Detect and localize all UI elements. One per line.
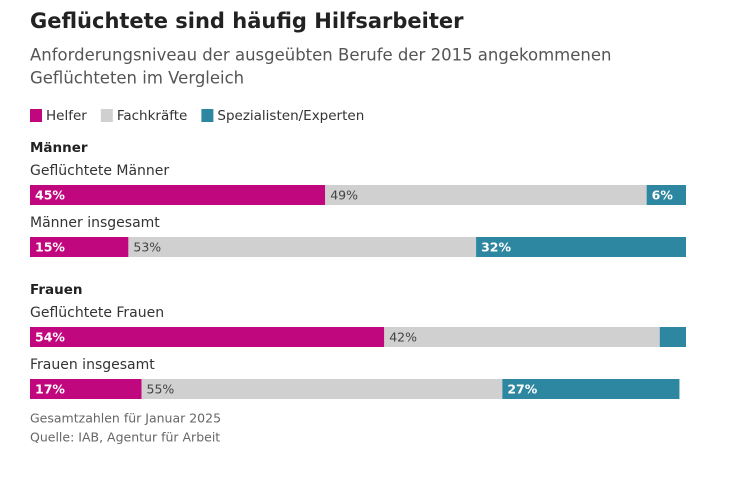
note: Gesamtzahlen für Januar 2025 [30, 411, 221, 426]
bar-segment [30, 327, 385, 347]
bar-segment [659, 327, 686, 347]
legend-label: Fachkräfte [117, 108, 188, 124]
note: Quelle: IAB, Agentur für Arbeit [30, 430, 220, 445]
chart-title: Geflüchtete sind häufig Hilfsarbeiter [30, 9, 464, 33]
data-label: 53% [133, 240, 161, 255]
data-label: 54% [35, 330, 65, 345]
bar-segment [502, 379, 680, 399]
data-label: 45% [35, 188, 65, 203]
group-label: Männer [30, 140, 88, 156]
category-label: Geflüchtete Männer [30, 163, 169, 179]
bar-segment [384, 327, 660, 347]
data-label: 32% [481, 240, 511, 255]
legend-label: Helfer [46, 108, 87, 124]
category-label: Frauen insgesamt [30, 357, 155, 373]
bar-segment [30, 379, 142, 399]
legend-swatch [30, 109, 42, 122]
chart-subtitle: Anforderungsniveau der ausgeübten Berufe… [30, 46, 611, 65]
legend-swatch [201, 109, 214, 122]
category-label: Männer insgesamt [30, 215, 160, 231]
bar-segment [646, 185, 686, 205]
chart-subtitle: Geflüchteten im Vergleich [30, 69, 244, 88]
data-label: 15% [35, 240, 65, 255]
bar-segment [30, 237, 129, 257]
group-label: Frauen [30, 282, 83, 298]
bar-segment [128, 237, 477, 257]
data-label: 49% [330, 188, 358, 203]
data-label: 17% [35, 382, 65, 397]
data-label: 6% [652, 188, 674, 203]
bar-segment [30, 185, 326, 205]
data-label: 42% [389, 330, 417, 345]
bar-segment [141, 379, 503, 399]
bar-segment [476, 237, 686, 257]
bar-segment [325, 185, 647, 205]
category-label: Geflüchtete Frauen [30, 305, 164, 321]
data-label: 27% [507, 382, 537, 397]
legend-swatch [100, 109, 113, 122]
legend-label: Spezialisten/Experten [217, 108, 364, 124]
data-label: 55% [147, 382, 175, 397]
